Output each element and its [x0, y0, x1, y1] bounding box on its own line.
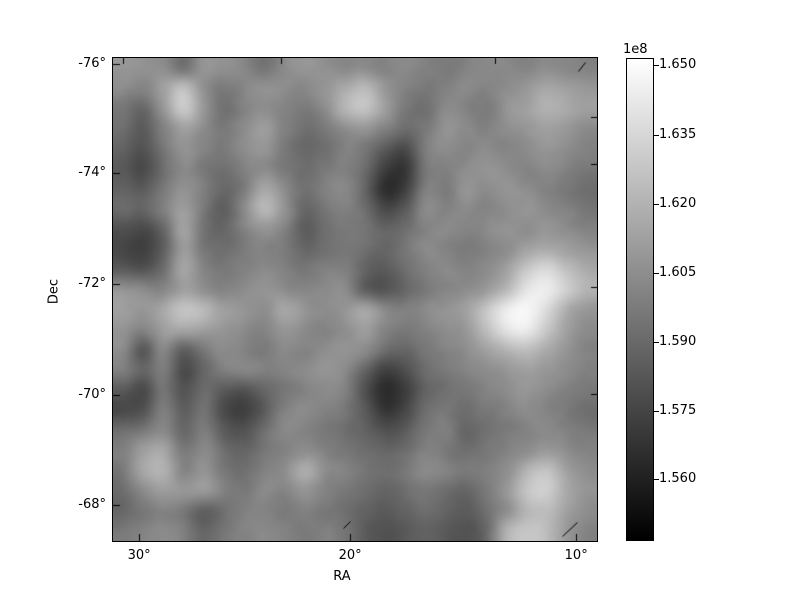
colorbar-offset-label: 1e8 [623, 42, 648, 57]
x-tick-label: 10° [564, 548, 588, 563]
y-tick-label: -76° [78, 55, 106, 71]
colorbar-tick-mark [654, 135, 659, 136]
plot-area [112, 57, 598, 542]
y-tick-label: -70° [78, 387, 106, 403]
colorbar-tick-mark [654, 273, 659, 274]
colorbar-tick-label: 1.635 [659, 126, 697, 142]
colorbar-tick-mark [654, 204, 659, 205]
colorbar-tick-mark [654, 65, 659, 66]
colorbar-tick-mark [654, 411, 659, 412]
heatmap-image [113, 58, 597, 541]
colorbar-tick-label: 1.620 [659, 195, 697, 211]
colorbar-tick-mark [654, 479, 659, 480]
x-axis-label: RA [333, 569, 351, 584]
colorbar-gradient [626, 58, 654, 541]
y-tick-label: -68° [78, 496, 106, 512]
x-tick-label: 30° [127, 548, 151, 563]
colorbar-tick-label: 1.590 [659, 333, 697, 349]
colorbar-tick-mark [654, 342, 659, 343]
y-tick-label: -74° [78, 165, 106, 181]
colorbar-tick-label: 1.605 [659, 265, 697, 281]
x-tick-label: 20° [338, 548, 362, 563]
colorbar-tick-label: 1.575 [659, 403, 697, 419]
y-tick-label: -72° [78, 276, 106, 292]
colorbar-tick-label: 1.650 [659, 57, 697, 72]
colorbar-tick-label: 1.560 [659, 470, 697, 486]
